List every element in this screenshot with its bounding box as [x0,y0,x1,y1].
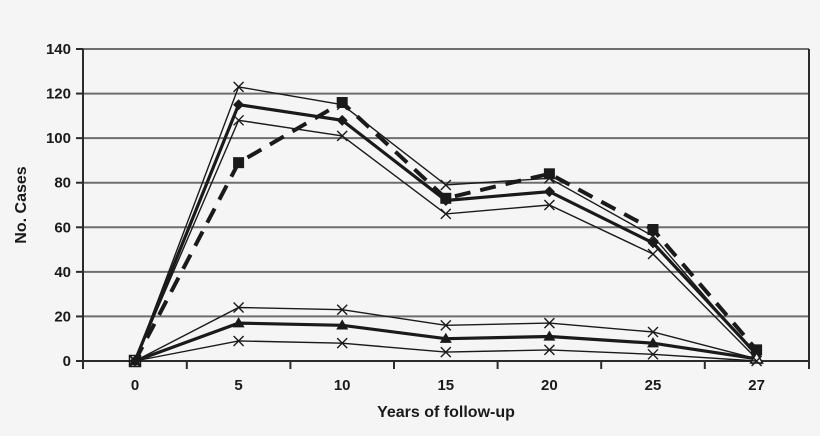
triangle-marker-icon [336,319,349,330]
y-tick-label: 140 [46,41,71,58]
x-marker-icon [233,114,245,126]
triangle-marker-icon [232,317,245,328]
diamond-marker-icon [233,99,245,111]
x-tick-label: 25 [645,377,662,394]
x-marker-icon [336,130,348,142]
triangle-marker-icon [543,330,556,341]
series-x [129,335,763,367]
x-tick-label: 27 [748,377,765,394]
square-marker-icon [647,224,659,236]
axis-labels: No. Cases Years of follow-up 0 20 40 60 80 10… [13,41,765,421]
x-marker-icon [440,346,452,358]
diamond-marker-icon [647,237,659,249]
x-marker-icon [233,81,245,93]
diamond-marker-icon [543,186,555,198]
y-tick-label: 100 [46,130,71,147]
y-tick-label: 20 [54,308,71,325]
x-marker-icon [440,179,452,191]
x-marker-icon [647,326,659,338]
x-marker-icon [336,337,348,349]
triangle-marker-icon [647,337,659,348]
x-tick-label: 15 [437,377,454,394]
x-marker-icon [647,248,659,260]
square-marker-icon [233,157,245,169]
axes [76,48,810,369]
series-x [129,81,763,367]
series-triangle [129,317,764,366]
x-marker-icon [543,344,555,356]
y-axis-title: No. Cases [13,166,30,243]
y-tick-label: 80 [54,175,71,192]
y-tick-label: 120 [46,86,71,103]
x-marker-icon [440,319,452,331]
x-marker-icon [543,199,555,211]
y-tick-label: 40 [54,264,71,281]
diamond-marker-icon [336,114,348,126]
square-marker-icon [543,168,555,180]
square-marker-icon [336,96,348,108]
x-axis-title: Years of follow-up [377,404,515,421]
x-marker-icon [233,302,245,314]
x-marker-icon [129,355,141,367]
square-marker-icon [751,344,763,356]
series-lines [128,81,764,368]
x-tick-label: 0 [131,377,139,394]
y-tick-label: 0 [63,353,71,370]
x-tick-label: 20 [541,377,558,394]
triangle-marker-icon [439,332,452,343]
x-marker-icon [647,348,659,360]
y-tick-label: 60 [54,219,71,236]
square-marker-icon [440,192,452,204]
x-marker-icon [543,317,555,329]
x-marker-icon [336,304,348,316]
x-marker-icon [233,335,245,347]
series-line [133,100,759,362]
x-tick-label: 10 [334,377,351,394]
x-tick-label: 5 [234,377,242,394]
x-marker-icon [751,355,763,367]
series-diamond [129,99,763,367]
gridlines [83,48,809,318]
x-marker-icon [440,208,452,220]
